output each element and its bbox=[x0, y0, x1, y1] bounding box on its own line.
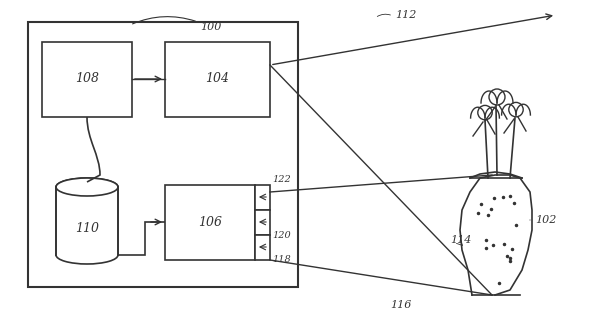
Ellipse shape bbox=[56, 178, 118, 196]
Text: 116: 116 bbox=[390, 300, 412, 310]
Text: 122: 122 bbox=[272, 175, 291, 184]
Text: 102: 102 bbox=[535, 215, 556, 225]
FancyBboxPatch shape bbox=[255, 235, 270, 260]
FancyBboxPatch shape bbox=[165, 185, 255, 260]
Ellipse shape bbox=[56, 178, 118, 196]
Text: 114: 114 bbox=[450, 235, 472, 245]
FancyBboxPatch shape bbox=[28, 22, 298, 287]
Ellipse shape bbox=[56, 246, 118, 264]
Text: 118: 118 bbox=[272, 255, 291, 265]
Text: 104: 104 bbox=[205, 72, 229, 85]
FancyBboxPatch shape bbox=[56, 187, 118, 255]
FancyBboxPatch shape bbox=[165, 42, 270, 117]
FancyBboxPatch shape bbox=[255, 185, 270, 210]
Text: 100: 100 bbox=[200, 22, 221, 32]
Text: 108: 108 bbox=[75, 72, 99, 85]
FancyBboxPatch shape bbox=[255, 210, 270, 235]
Text: 120: 120 bbox=[272, 231, 291, 239]
Text: 106: 106 bbox=[198, 215, 222, 228]
Text: 112: 112 bbox=[395, 10, 416, 20]
Text: 110: 110 bbox=[75, 221, 99, 234]
FancyBboxPatch shape bbox=[42, 42, 132, 117]
